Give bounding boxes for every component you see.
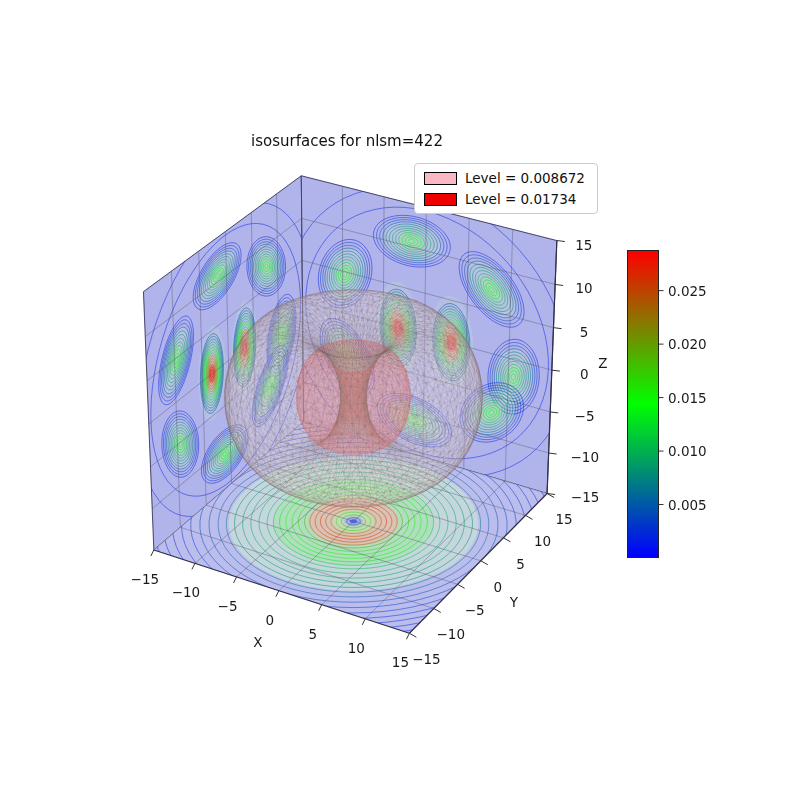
figure: isosurfaces for nlsm=422 Level = 0.00867… [0, 0, 800, 800]
tick-label: 5 [516, 556, 525, 572]
tick-label: 5 [308, 626, 317, 642]
legend-swatch-inner [424, 193, 457, 206]
tick-label: −5 [218, 598, 238, 614]
tick-label: −15 [131, 571, 160, 587]
tick-label: 0 [580, 366, 589, 382]
tick-label: 15 [555, 511, 572, 527]
tick-label: Z [598, 355, 607, 371]
tick-label: 0.005 [668, 497, 707, 513]
tick-label: 10 [575, 280, 592, 296]
tick-label: 15 [392, 654, 409, 670]
colorbar [627, 250, 659, 558]
legend-row-inner: Level = 0.01734 [424, 191, 585, 207]
tick-label: X [253, 634, 262, 650]
tick-label: −15 [571, 489, 600, 505]
tick-label: −10 [437, 626, 466, 642]
tick-label: 10 [348, 640, 365, 656]
tick-label: −5 [465, 602, 485, 618]
legend: Level = 0.008672 Level = 0.01734 [414, 163, 598, 214]
tick-label: 0.015 [668, 390, 707, 406]
legend-swatch-outer [424, 172, 457, 185]
plot-title: isosurfaces for nlsm=422 [251, 132, 443, 150]
tick-label: −10 [172, 584, 201, 600]
legend-row-outer: Level = 0.008672 [424, 170, 585, 186]
tick-label: 0.010 [668, 443, 707, 459]
legend-label-outer: Level = 0.008672 [465, 170, 585, 186]
tick-label: −15 [412, 651, 441, 667]
tick-label: −10 [571, 449, 600, 465]
tick-label: 0.020 [668, 336, 707, 352]
tick-label: 0 [494, 579, 503, 595]
tick-label: 0 [266, 612, 275, 628]
tick-label: 0.025 [668, 283, 707, 299]
tick-label: 10 [534, 533, 551, 549]
tick-label: 15 [575, 237, 592, 253]
tick-label: −5 [575, 408, 595, 424]
tick-label: Y [510, 594, 518, 610]
tick-label: 5 [580, 324, 589, 340]
legend-label-inner: Level = 0.01734 [465, 191, 576, 207]
